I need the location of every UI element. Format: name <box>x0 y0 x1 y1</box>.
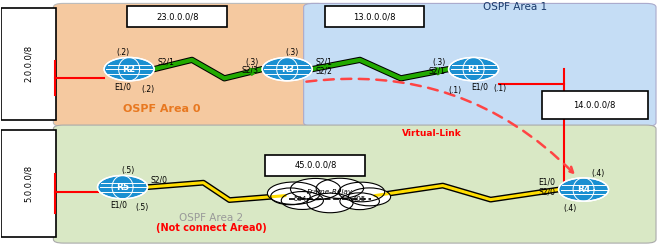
Text: 23.0.0.0/8: 23.0.0.0/8 <box>156 12 199 21</box>
Text: OSPF Area 0: OSPF Area 0 <box>123 104 201 114</box>
FancyBboxPatch shape <box>1 130 56 236</box>
Text: S2/1: S2/1 <box>315 58 333 67</box>
Text: E1/0: E1/0 <box>472 82 488 91</box>
Text: R3: R3 <box>280 65 294 74</box>
Text: (.1): (.1) <box>449 86 462 95</box>
Ellipse shape <box>267 182 320 204</box>
Ellipse shape <box>307 193 353 213</box>
Text: (.5): (.5) <box>136 203 149 212</box>
Text: S2/0: S2/0 <box>151 176 168 185</box>
Ellipse shape <box>281 192 323 209</box>
Ellipse shape <box>558 178 609 201</box>
FancyBboxPatch shape <box>53 3 327 126</box>
Text: 13.0.0.0/8: 13.0.0.0/8 <box>354 12 396 21</box>
Text: S2/1: S2/1 <box>158 58 174 67</box>
Text: (.4): (.4) <box>564 204 577 213</box>
Ellipse shape <box>340 193 380 210</box>
Text: 504: 504 <box>294 196 307 202</box>
Text: 5.0.0.0/8: 5.0.0.0/8 <box>24 165 33 202</box>
Ellipse shape <box>262 57 312 81</box>
FancyBboxPatch shape <box>265 155 365 176</box>
Ellipse shape <box>271 188 310 205</box>
FancyBboxPatch shape <box>325 6 424 27</box>
Text: (.3): (.3) <box>286 49 299 58</box>
Text: Frame-Relay: Frame-Relay <box>307 189 353 196</box>
Text: (Not connect Area0): (Not connect Area0) <box>156 223 267 233</box>
Text: 2.0.0.0/8: 2.0.0.0/8 <box>24 45 33 82</box>
Text: S2/2: S2/2 <box>315 67 333 76</box>
Ellipse shape <box>98 175 148 199</box>
Text: R5: R5 <box>116 183 129 192</box>
Ellipse shape <box>339 182 385 202</box>
Text: (.1): (.1) <box>494 84 506 93</box>
Text: S2/3: S2/3 <box>242 66 259 75</box>
Ellipse shape <box>449 57 498 81</box>
FancyBboxPatch shape <box>127 6 226 27</box>
Text: (.5): (.5) <box>121 167 135 175</box>
Text: S2/0: S2/0 <box>539 188 555 197</box>
Text: S2/1: S2/1 <box>428 66 446 75</box>
Text: (.3): (.3) <box>246 58 259 67</box>
FancyBboxPatch shape <box>542 91 648 119</box>
Text: (.2): (.2) <box>141 85 154 94</box>
Text: (.4): (.4) <box>591 169 605 178</box>
Ellipse shape <box>297 180 363 208</box>
Text: R4: R4 <box>577 185 590 194</box>
Ellipse shape <box>348 188 391 206</box>
Text: Virtual-Link: Virtual-Link <box>402 129 462 138</box>
FancyBboxPatch shape <box>304 3 656 126</box>
Text: OSPF Area 1: OSPF Area 1 <box>483 2 547 12</box>
Text: OSPF Area 2: OSPF Area 2 <box>180 213 244 223</box>
Text: 45.0.0.0/8: 45.0.0.0/8 <box>294 161 337 170</box>
Text: (.2): (.2) <box>116 49 129 58</box>
Text: E1/0: E1/0 <box>114 82 131 91</box>
Text: R2: R2 <box>123 65 136 74</box>
Text: 405: 405 <box>353 196 366 202</box>
Ellipse shape <box>104 57 154 81</box>
Text: E1/0: E1/0 <box>111 200 128 209</box>
Text: (.3): (.3) <box>432 58 446 67</box>
Ellipse shape <box>290 178 341 200</box>
Ellipse shape <box>316 178 364 198</box>
Text: R1: R1 <box>467 65 480 74</box>
Text: E1/0: E1/0 <box>539 178 555 187</box>
Text: 14.0.0.0/8: 14.0.0.0/8 <box>574 101 616 110</box>
FancyBboxPatch shape <box>1 8 56 120</box>
FancyBboxPatch shape <box>53 125 656 243</box>
